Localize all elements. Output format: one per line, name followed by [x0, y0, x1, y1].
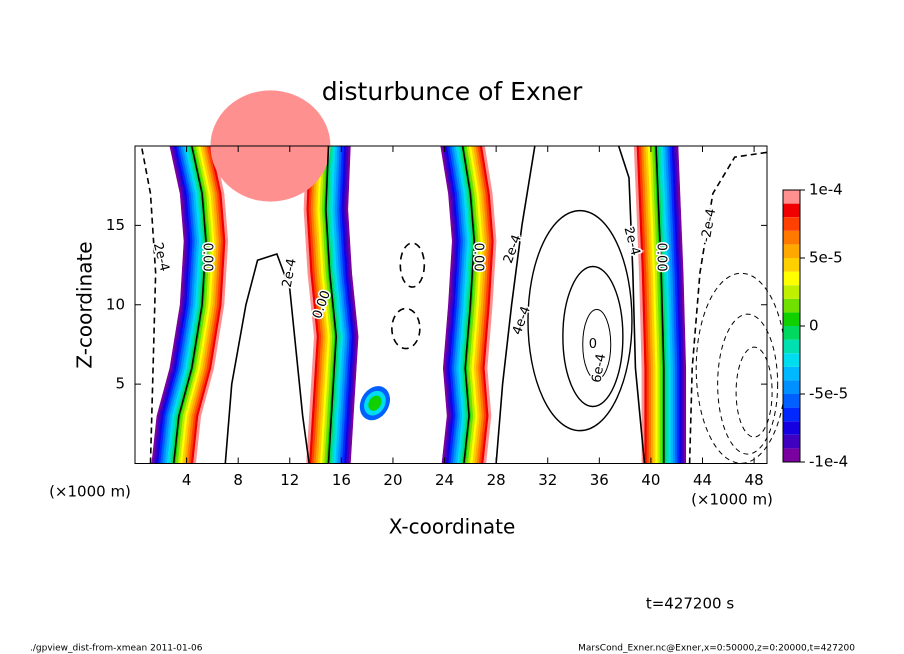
- colorbar-cell: [783, 298, 800, 313]
- colorbar-tick-label: -5e-5: [809, 385, 848, 403]
- contour-label: 0.00: [200, 243, 215, 272]
- x-tick-label: 32: [538, 471, 557, 489]
- contour-line: [655, 145, 665, 464]
- x-axis-label: X-coordinate: [389, 515, 516, 539]
- colorbar-cell: [783, 434, 800, 449]
- y-axis-label: Z-coordinate: [73, 241, 97, 368]
- x-tick-label: 24: [435, 471, 454, 489]
- contour-label: 2e-4: [280, 257, 300, 288]
- contour-line: [562, 265, 624, 408]
- colorbar-cell: [783, 244, 800, 258]
- chart-title: disturbunce of Exner: [322, 77, 583, 106]
- x-tick-label: 8: [233, 471, 243, 489]
- colorbar-cell: [783, 380, 800, 394]
- contour-line: [224, 252, 310, 464]
- contour-lines: [140, 145, 787, 464]
- y-unit: (×1000 m): [49, 483, 131, 501]
- contour-label: 0: [589, 337, 597, 352]
- colorbar-cell: [783, 394, 800, 408]
- filled-contour: [368, 395, 382, 411]
- x-tick-label: 12: [280, 471, 299, 489]
- contour-line: [582, 308, 612, 380]
- colorbar-cell: [783, 271, 800, 286]
- colorbar-cell: [783, 230, 800, 245]
- contour-line: [140, 145, 157, 464]
- contour-line: [735, 346, 773, 438]
- x-tick-label: 20: [383, 471, 402, 489]
- contour-label: 0.00: [654, 243, 669, 272]
- colorbar-tick-label: 1e-4: [809, 181, 843, 199]
- colorbar-tick-label: 0: [809, 317, 819, 335]
- colorbar-cell: [783, 312, 800, 326]
- x-tick-label: 40: [641, 471, 660, 489]
- y-tick-label: 15: [106, 216, 125, 234]
- colorbar-cell: [783, 339, 800, 354]
- colorbar-cell: [783, 353, 800, 367]
- y-tick-label: 5: [115, 375, 125, 393]
- x-tick-label: 44: [693, 471, 712, 489]
- x-tick-label: 36: [590, 471, 609, 489]
- colorbar-cell: [783, 258, 800, 272]
- time-label: t=427200 s: [646, 595, 734, 613]
- contour-line: [325, 145, 338, 464]
- contour-line: [717, 313, 779, 455]
- contour-line: [688, 151, 768, 464]
- x-tick-label: 4: [182, 471, 192, 489]
- x-tick-label: 28: [487, 471, 506, 489]
- x-tick-label: 16: [332, 471, 351, 489]
- colorbar-cell: [783, 326, 800, 340]
- contour-line: [399, 242, 426, 288]
- contour-line: [172, 145, 207, 464]
- colorbar-tick-label: 5e-5: [809, 249, 843, 267]
- y-tick-label: 10: [106, 295, 125, 313]
- footer-right: MarsCond_Exner.nc@Exner,x=0:50000,z=0:20…: [578, 644, 855, 654]
- x-tick-label: 48: [745, 471, 764, 489]
- x-unit: (×1000 m): [691, 491, 773, 509]
- colorbar-cell: [783, 407, 800, 422]
- colorbar-cell: [783, 203, 800, 218]
- contour-line: [461, 145, 476, 464]
- contour-line: [391, 307, 421, 350]
- contour-label: 6e-4: [589, 353, 609, 384]
- colorbar-cell: [783, 190, 800, 204]
- colorbar-tick-label: -1e-4: [809, 453, 848, 471]
- footer-left: ./gpview_dist-from-xmean 2011-01-06: [30, 644, 203, 654]
- colorbar-cell: [783, 217, 800, 231]
- contour-label: 0.00: [471, 243, 486, 272]
- colorbar-cell: [783, 448, 800, 462]
- colorbar-cell: [783, 366, 800, 381]
- contour-line: [527, 209, 633, 432]
- contour-line: [617, 145, 646, 464]
- colorbar-cell: [783, 285, 800, 299]
- colorbar-cell: [783, 421, 800, 435]
- contour-line: [495, 145, 536, 464]
